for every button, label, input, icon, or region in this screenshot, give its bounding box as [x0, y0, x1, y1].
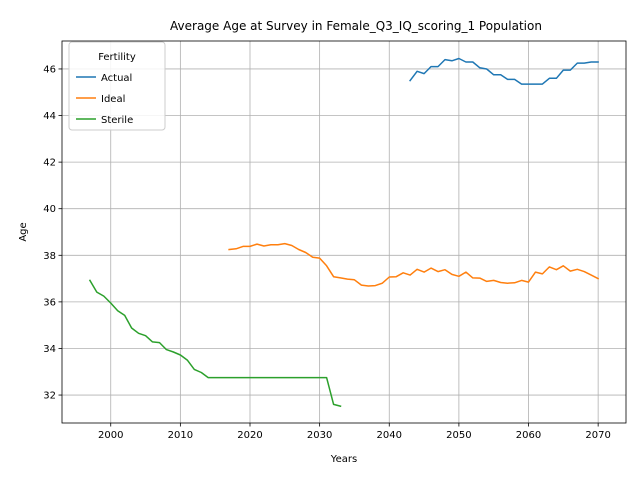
x-axis-label: Years [330, 454, 357, 465]
series-line-ideal [228, 242, 600, 287]
y-tick-label: 44 [43, 111, 56, 122]
series-line-actual [409, 57, 599, 85]
y-tick-label: 40 [43, 204, 56, 215]
x-tick-label: 2000 [98, 430, 123, 441]
x-tick-label: 2050 [446, 430, 471, 441]
legend-box [68, 41, 166, 131]
legend-label-ideal: Ideal [101, 94, 125, 105]
x-tick-label: 2040 [377, 430, 402, 441]
legend-label-actual: Actual [101, 73, 132, 84]
x-tick-label: 2030 [307, 430, 332, 441]
y-tick-label: 46 [43, 64, 56, 75]
chart-title: Average Age at Survey in Female_Q3_IQ_sc… [170, 19, 542, 33]
x-tick-label: 2060 [516, 430, 541, 441]
y-tick-label: 38 [43, 251, 56, 262]
series-line-sterile [88, 279, 342, 408]
x-tick-label: 2020 [237, 430, 262, 441]
x-tick-label: 2070 [585, 430, 610, 441]
y-tick-label: 32 [43, 391, 56, 402]
x-tick-label: 2010 [168, 430, 193, 441]
axis-ticks: 2000 2010 2020 2030 2040 2050 2060 2070 32 34 36 38… [43, 64, 611, 441]
y-tick-label: 34 [43, 344, 56, 355]
y-axis-label: Age [18, 222, 29, 241]
legend-label-sterile: Sterile [101, 115, 133, 126]
legend-title: Fertility [98, 52, 136, 63]
plot-frame [61, 40, 627, 424]
grid [62, 41, 626, 423]
y-tick-label: 36 [43, 297, 56, 308]
legend: Fertility Actual Ideal Sterile [68, 41, 166, 131]
y-tick-label: 42 [43, 158, 56, 169]
series-layer [88, 57, 600, 408]
